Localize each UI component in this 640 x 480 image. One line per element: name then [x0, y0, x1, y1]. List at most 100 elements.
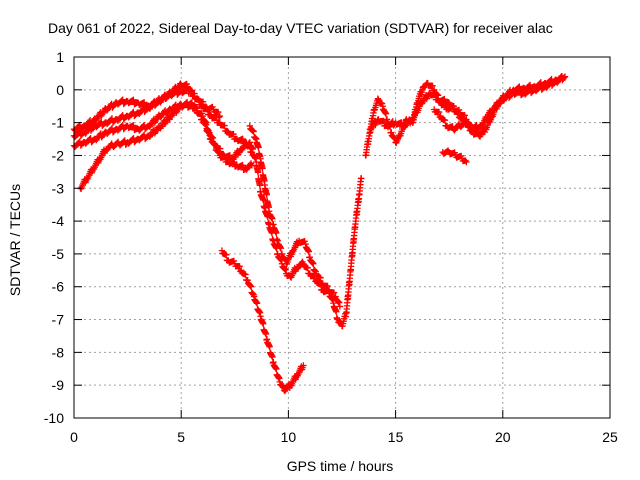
- data-point: [183, 86, 190, 94]
- data-point: [263, 191, 270, 198]
- data-point: [194, 95, 201, 102]
- data-point: [208, 135, 215, 143]
- data-point: [467, 121, 475, 129]
- x-tick-label: 5: [177, 429, 185, 445]
- data-point: [239, 135, 246, 143]
- data-point: [300, 362, 307, 369]
- data-point: [230, 130, 237, 138]
- plot-frame: [73, 56, 611, 419]
- data-point: [140, 99, 148, 106]
- data-point: [445, 99, 452, 106]
- data-point: [259, 165, 266, 172]
- data-point: [429, 82, 436, 90]
- data-point: [230, 158, 238, 166]
- data-point: [269, 353, 276, 361]
- data-point: [215, 149, 223, 156]
- data-point: [130, 96, 137, 104]
- y-tick-label: -1: [52, 115, 65, 131]
- data-point: [269, 215, 276, 222]
- data-point: [560, 74, 568, 81]
- y-tick-label: 1: [56, 49, 64, 65]
- data-point: [462, 157, 469, 164]
- data-point: [226, 152, 233, 159]
- data-point: [333, 308, 340, 315]
- y-tick-label: -4: [52, 213, 65, 229]
- series-track-j: [439, 147, 470, 166]
- data-point: [239, 161, 246, 169]
- data-point: [305, 248, 312, 255]
- data-point: [215, 114, 223, 121]
- data-point: [515, 88, 523, 95]
- data-point: [202, 121, 210, 129]
- data-point: [216, 112, 223, 120]
- y-tick-label: -10: [44, 410, 64, 426]
- data-point: [474, 126, 482, 133]
- data-point: [191, 90, 198, 97]
- chart-title: Day 061 of 2022, Sidereal Day-to-day VTE…: [48, 20, 553, 36]
- y-axis-label: SDTVAR / TECUs: [7, 184, 23, 296]
- data-point: [207, 111, 214, 118]
- x-tick-label: 25: [602, 429, 618, 445]
- data-point: [199, 98, 207, 105]
- data-point: [358, 175, 365, 182]
- data-point: [248, 162, 256, 169]
- x-tick-label: 20: [495, 429, 511, 445]
- data-point: [242, 271, 249, 278]
- data-point: [211, 141, 219, 148]
- y-tick-label: -3: [52, 180, 65, 196]
- data-point: [221, 153, 229, 161]
- data-point: [224, 127, 231, 135]
- data-point: [236, 263, 243, 270]
- series-track-i: [430, 106, 485, 138]
- data-point: [330, 289, 338, 296]
- data-point: [262, 330, 270, 338]
- data-point: [197, 110, 204, 118]
- data-point: [273, 365, 280, 373]
- data-point: [250, 128, 257, 135]
- series-track-f: [218, 247, 307, 395]
- data-point: [398, 119, 405, 126]
- data-point: [249, 145, 256, 153]
- series-track-d: [77, 98, 256, 192]
- data-point: [457, 152, 465, 160]
- y-tick-label: -2: [52, 147, 65, 163]
- data-point: [380, 117, 387, 125]
- data-point: [260, 320, 267, 327]
- data-point: [230, 257, 238, 265]
- y-axis-ticks: 1 0 -1 -2 -3 -4 -5 -6 -7 -8 -9 -10: [44, 49, 610, 426]
- data-point: [317, 274, 324, 282]
- data-point: [221, 122, 228, 129]
- data-point: [478, 130, 485, 138]
- data-point: [324, 282, 331, 290]
- data-point: [435, 108, 443, 116]
- x-tick-label: 10: [281, 429, 297, 445]
- data-point: [304, 264, 311, 272]
- data-point: [223, 251, 230, 259]
- data-point: [431, 91, 439, 98]
- y-tick-label: -8: [52, 344, 65, 360]
- data-point: [214, 108, 222, 116]
- data-point: [336, 303, 344, 310]
- x-axis-ticks: 0 5 10 15 20 25: [70, 57, 618, 445]
- data-point: [253, 300, 261, 307]
- data-point: [561, 73, 569, 80]
- data-point: [463, 158, 470, 166]
- data-point: [206, 129, 213, 137]
- data-point: [455, 109, 462, 116]
- y-tick-label: 0: [56, 82, 64, 98]
- x-tick-label: 15: [388, 429, 404, 445]
- data-point: [273, 229, 280, 237]
- data-point: [260, 196, 267, 204]
- y-tick-label: -9: [52, 377, 65, 393]
- series-track-b: [70, 85, 223, 141]
- x-tick-label: 0: [70, 429, 78, 445]
- data-point: [130, 122, 137, 129]
- data-point: [441, 117, 449, 124]
- data-point: [382, 110, 390, 117]
- series-track-e: [246, 122, 344, 310]
- data-points: [70, 73, 569, 395]
- y-tick-label: -6: [52, 279, 65, 295]
- data-point: [310, 260, 317, 267]
